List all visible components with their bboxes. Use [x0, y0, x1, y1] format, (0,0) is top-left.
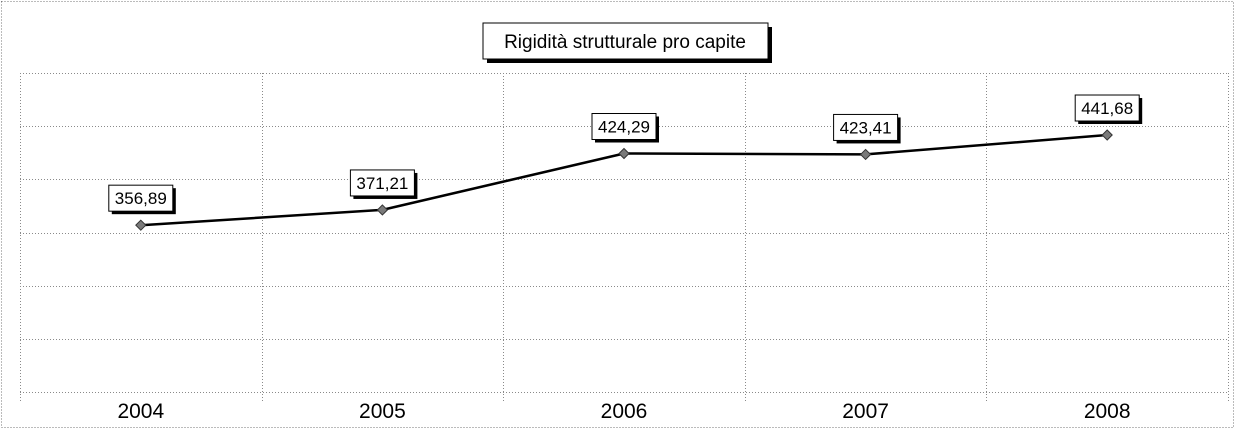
data-label-text: 423,41 — [840, 118, 892, 137]
x-tick-label: 2006 — [601, 400, 648, 423]
data-label-box — [1074, 94, 1140, 122]
data-labels: 356,89 371,21 424,29 423,41 441,68 — [108, 94, 1143, 215]
data-label: 371,21 — [349, 169, 418, 199]
x-tick-label: 2007 — [842, 400, 889, 423]
x-tick-label: 2008 — [1084, 400, 1131, 423]
data-point-marker — [859, 148, 872, 161]
data-point-marker — [376, 204, 389, 216]
chart-title-frame — [482, 22, 769, 60]
data-label-box — [108, 184, 174, 212]
series — [135, 129, 1113, 231]
data-label: 423,41 — [833, 113, 901, 144]
chart-title-box: Rigidità strutturale pro capite — [482, 22, 772, 63]
data-label: 441,68 — [1074, 94, 1143, 125]
data-label-text: 356,89 — [115, 189, 167, 208]
x-axis-tick-labels: 2004 2005 2006 2007 2008 — [117, 400, 1130, 423]
data-point-marker — [1101, 129, 1113, 141]
data-label-text: 441,68 — [1081, 99, 1133, 118]
data-label-box — [591, 113, 657, 141]
data-label-text: 424,29 — [598, 118, 650, 137]
data-label-text: 371,21 — [356, 174, 408, 193]
x-tick-label: 2004 — [117, 400, 164, 423]
x-tick-label: 2005 — [359, 400, 406, 423]
data-label-box — [833, 113, 899, 141]
data-point-marker — [618, 147, 630, 160]
data-label: 356,89 — [108, 184, 176, 215]
data-point-marker — [135, 219, 147, 231]
data-label-box — [349, 169, 415, 197]
chart-title: Rigidità strutturale pro capite — [504, 32, 746, 53]
data-label: 424,29 — [591, 113, 659, 143]
